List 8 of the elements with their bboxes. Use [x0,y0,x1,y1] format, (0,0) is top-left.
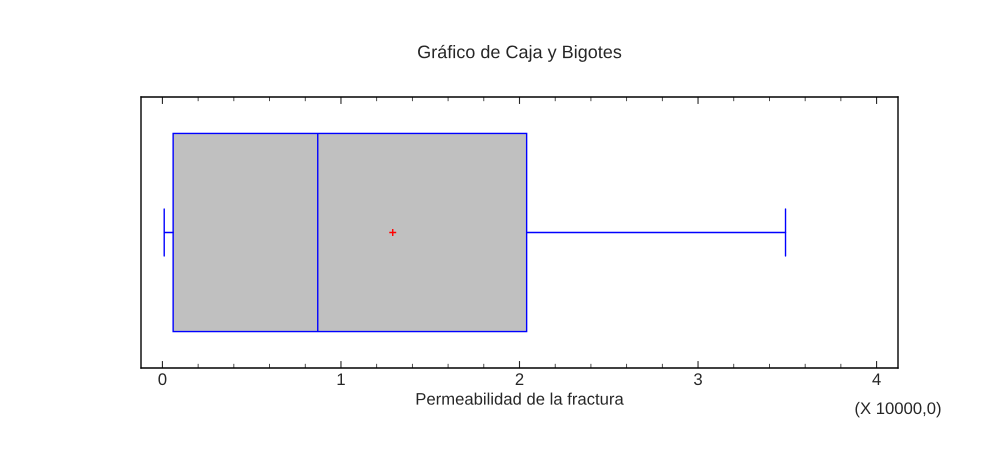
x-tick-label: 4 [872,373,881,385]
x-axis-title: Permeabilidad de la fractura [416,392,624,405]
x-tick-label: 0 [158,373,166,386]
text: (X 10000,0) [855,402,941,418]
x-tick-label: 2 [516,373,524,385]
chart-title: Gráfico de Caja y Bigotes [418,44,622,62]
x-tick-label: 3 [694,373,702,386]
x-tick-label: 1 [338,373,345,385]
